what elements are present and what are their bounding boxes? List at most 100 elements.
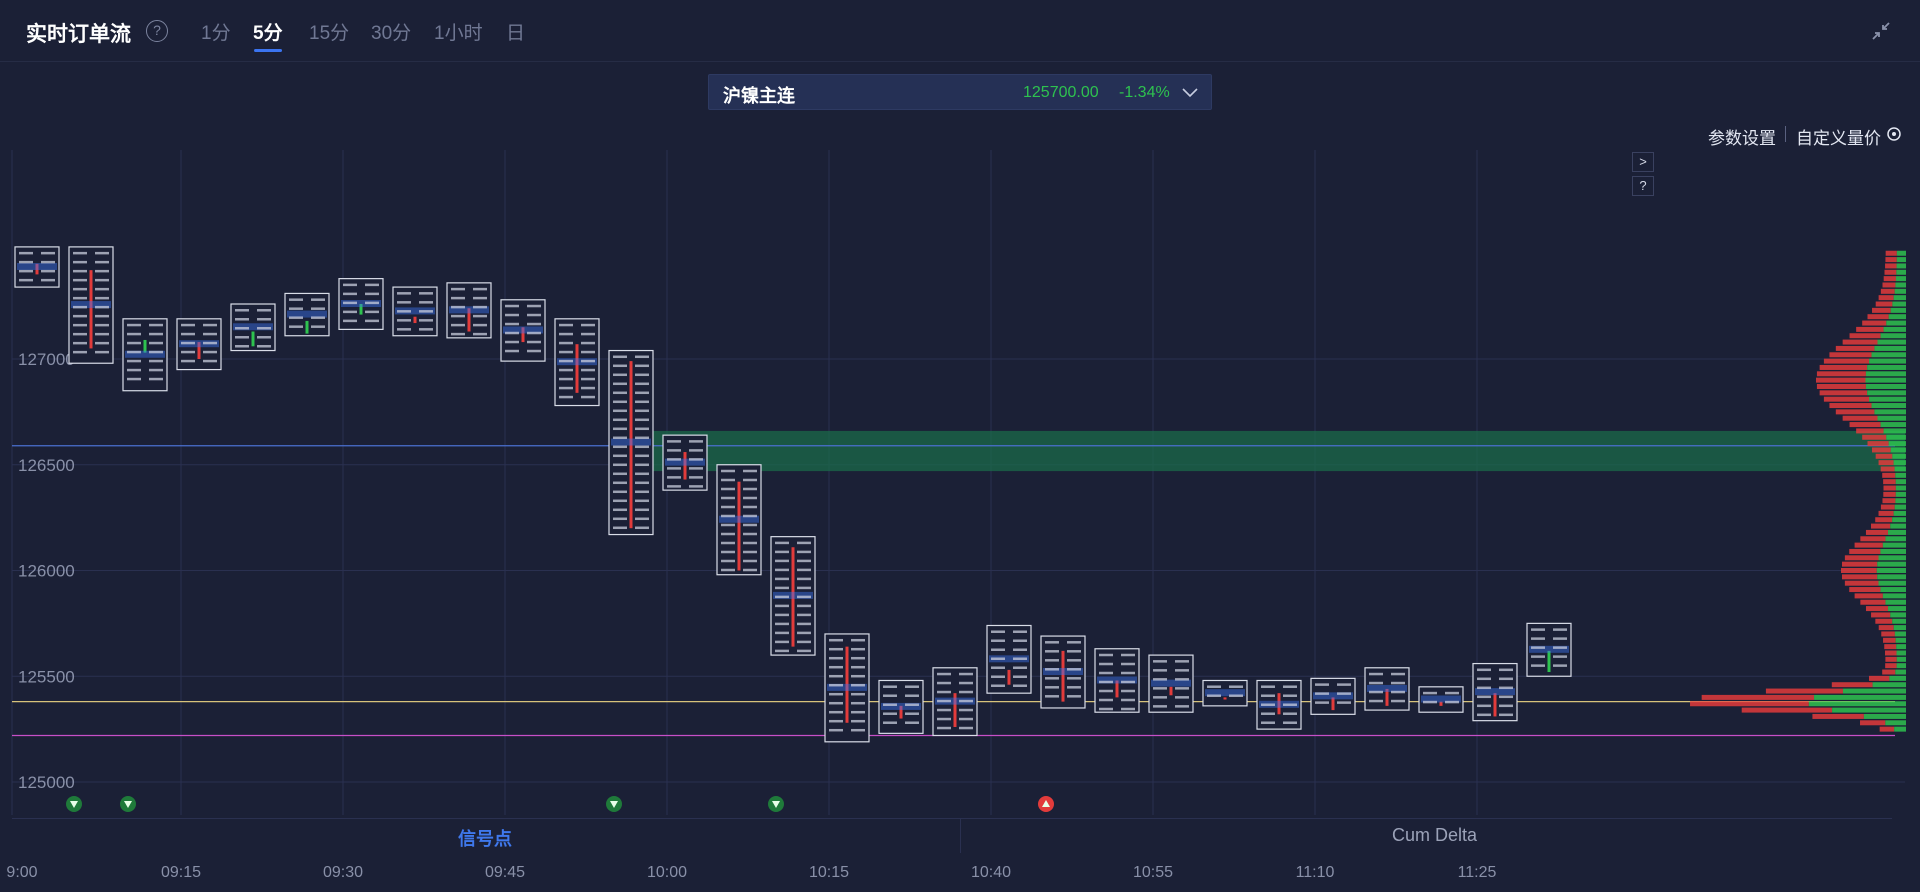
- candle-body: [1277, 693, 1281, 715]
- volume-bid: [991, 675, 1005, 678]
- volume-bid: [505, 304, 519, 308]
- profile-buy: [1893, 510, 1906, 516]
- volume-bid: [721, 568, 735, 572]
- candle-body: [1007, 669, 1011, 685]
- volume-ask: [581, 386, 595, 390]
- volume-ask: [149, 341, 163, 345]
- volume-ask: [581, 332, 595, 336]
- volume-bid: [73, 251, 87, 255]
- profile-sell: [1865, 606, 1888, 612]
- volume-bid: [667, 440, 681, 443]
- volume-ask: [473, 296, 487, 300]
- tab-cum-delta[interactable]: Cum Delta: [1392, 825, 1478, 845]
- volume-bid: [559, 323, 573, 327]
- volume-ask: [419, 328, 433, 331]
- volume-ask: [797, 595, 811, 599]
- volume-ask: [419, 292, 433, 295]
- volume-bid: [991, 648, 1005, 651]
- volume-bid: [667, 467, 681, 470]
- volume-ask: [311, 298, 325, 301]
- volume-bid: [235, 336, 249, 339]
- profile-buy: [1880, 587, 1906, 593]
- footprint-chart[interactable]: 125000 125500 126000 126500 127000: [0, 150, 1920, 820]
- shrink-icon[interactable]: [1870, 20, 1892, 42]
- volume-ask: [257, 318, 271, 321]
- profile-buy: [1894, 288, 1906, 294]
- tab-day[interactable]: 日: [506, 23, 526, 44]
- volume-ask: [1013, 675, 1027, 678]
- poc-row: [557, 358, 597, 366]
- tab-5min[interactable]: 5分: [253, 23, 283, 44]
- profile-sell: [1741, 707, 1833, 713]
- volume-ask: [419, 310, 433, 313]
- top-bar: 实时订单流 ? 1分 5分 15分 30分 1小时 日: [0, 0, 1920, 62]
- profile-sell: [1849, 548, 1881, 554]
- volume-bid: [829, 719, 843, 723]
- poc-row: [341, 300, 381, 308]
- profile-sell: [1875, 301, 1893, 307]
- volume-bid: [343, 292, 357, 296]
- volume-ask: [1175, 669, 1189, 672]
- profile-sell: [1844, 555, 1879, 561]
- volume-ask: [311, 307, 325, 310]
- profile-buy: [1893, 295, 1906, 301]
- volume-bid: [937, 672, 951, 676]
- profile-sell: [1878, 295, 1894, 301]
- volume-bid: [667, 485, 681, 488]
- volume-ask: [635, 499, 649, 503]
- volume-ask: [851, 638, 865, 642]
- volume-bid: [73, 332, 87, 336]
- settings-circle-icon[interactable]: [1886, 126, 1902, 142]
- profile-sell: [1885, 263, 1897, 269]
- volume-ask: [1499, 713, 1513, 717]
- volume-ask: [1553, 628, 1567, 631]
- volume-bid: [1531, 664, 1545, 667]
- volume-ask: [527, 313, 541, 317]
- volume-bid: [73, 350, 87, 354]
- x-tick-label: 11:25: [1457, 864, 1497, 881]
- volume-bid: [613, 427, 627, 431]
- chart-svg: 125000 125500 126000 126500 127000: [11, 150, 1906, 815]
- tab-15min[interactable]: 15分: [309, 23, 350, 44]
- volume-ask: [581, 359, 595, 363]
- contract-selector[interactable]: 沪镍主连 125700.00 -1.34%: [708, 74, 1212, 110]
- volume-bid: [775, 568, 789, 572]
- chart-help-button[interactable]: ?: [1632, 176, 1654, 196]
- profile-buy: [1895, 479, 1906, 485]
- volume-ask: [743, 541, 757, 545]
- volume-bid: [1315, 692, 1329, 695]
- volume-bid: [667, 476, 681, 479]
- volume-bid: [127, 341, 141, 345]
- params-settings-button[interactable]: 参数设置: [1708, 129, 1776, 148]
- volume-bid: [1261, 703, 1275, 706]
- profile-buy: [1895, 669, 1906, 675]
- volume-ask: [95, 269, 109, 273]
- volume-ask: [851, 656, 865, 660]
- profile-buy: [1883, 428, 1906, 434]
- volume-bid: [559, 386, 573, 390]
- profile-buy: [1865, 371, 1906, 377]
- volume-bid: [559, 368, 573, 372]
- custom-volume-price-button[interactable]: 自定义量价: [1796, 129, 1881, 148]
- volume-bid: [1369, 690, 1383, 694]
- volume-bid: [829, 701, 843, 705]
- profile-buy: [1892, 618, 1906, 624]
- chevron-down-icon: [1182, 88, 1198, 98]
- volume-bid: [883, 694, 897, 697]
- profile-sell: [1849, 333, 1881, 339]
- profile-buy: [1895, 637, 1906, 643]
- profile-buy: [1892, 453, 1906, 459]
- volume-ask: [635, 481, 649, 485]
- tab-1min[interactable]: 1分: [201, 23, 231, 44]
- volume-bid: [829, 710, 843, 714]
- help-icon[interactable]: ?: [146, 20, 168, 42]
- volume-bid: [829, 683, 843, 687]
- expand-button[interactable]: >: [1632, 152, 1654, 172]
- tab-signal[interactable]: 信号点: [458, 829, 512, 849]
- volume-ask: [743, 469, 757, 473]
- candle-body: [197, 342, 201, 359]
- tab-1hour[interactable]: 1小时: [434, 23, 483, 44]
- volume-bid: [1207, 685, 1221, 688]
- profile-sell: [1884, 644, 1897, 650]
- tab-30min[interactable]: 30分: [371, 23, 412, 44]
